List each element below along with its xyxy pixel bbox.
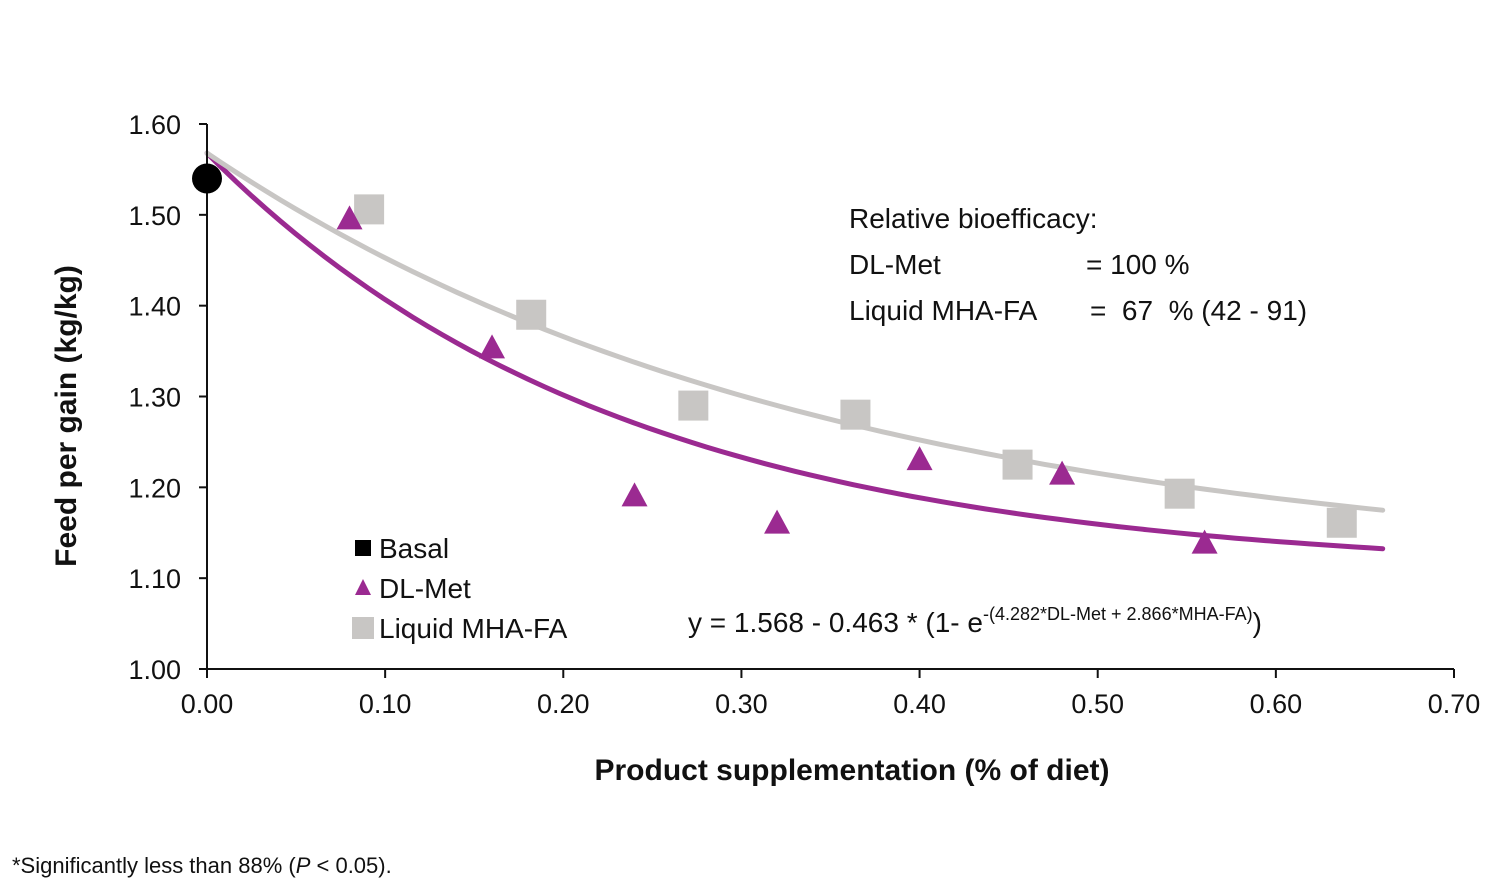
legend-dlmet-marker bbox=[355, 579, 371, 595]
equation-close: ) bbox=[1253, 607, 1262, 638]
dlmet-point bbox=[621, 482, 648, 507]
data-points bbox=[192, 163, 1357, 554]
annotation-title: Relative bioefficacy: bbox=[849, 203, 1098, 234]
dlmet-point bbox=[336, 205, 363, 230]
footnote-italic-p: P bbox=[295, 853, 311, 878]
x-tick-label: 0.50 bbox=[1071, 689, 1124, 719]
mhafa-point bbox=[516, 299, 547, 330]
mhafa-point bbox=[354, 194, 385, 225]
footnote-suffix: < 0.05). bbox=[310, 853, 392, 878]
legend-dlmet-label: DL-Met bbox=[379, 573, 471, 604]
mhafa-point bbox=[1326, 507, 1357, 538]
equation-base: y = 1.568 - 0.463 * (1- e bbox=[688, 607, 983, 638]
regression-equation: y = 1.568 - 0.463 * (1- e-(4.282*DL-Met … bbox=[688, 604, 1262, 638]
dlmet-point bbox=[764, 509, 791, 534]
legend: Basal DL-Met Liquid MHA-FA bbox=[352, 533, 568, 644]
bioefficacy-annotation: Relative bioefficacy: DL-Met = 100 % Liq… bbox=[849, 203, 1307, 326]
equation-exponent: -(4.282*DL-Met + 2.866*MHA-FA) bbox=[983, 604, 1253, 624]
x-tick-label: 0.20 bbox=[537, 689, 590, 719]
annotation-mhafa-value: = 67 % (42 - 91) bbox=[1090, 295, 1307, 326]
x-tick-label: 0.40 bbox=[893, 689, 946, 719]
dlmet-point bbox=[906, 446, 933, 471]
y-tick-label: 1.20 bbox=[128, 473, 181, 503]
axes: 1.00 1.10 1.20 1.30 1.40 1.50 1.60 0.00 0.10 0.20… bbox=[128, 110, 1480, 719]
legend-basal-label: Basal bbox=[379, 533, 449, 564]
x-tick-label: 0.60 bbox=[1250, 689, 1303, 719]
mhafa-point bbox=[840, 399, 871, 430]
legend-basal-marker bbox=[355, 540, 371, 556]
x-axis-title: Product supplementation (% of diet) bbox=[595, 754, 1110, 787]
legend-mhafa-marker bbox=[352, 617, 374, 639]
dlmet-point bbox=[1049, 460, 1076, 485]
annotation-dlmet-label: DL-Met bbox=[849, 249, 941, 280]
y-tick-label: 1.00 bbox=[128, 655, 181, 685]
y-tick-label: 1.10 bbox=[128, 564, 181, 594]
y-tick-label: 1.60 bbox=[128, 110, 181, 140]
y-axis-title: Feed per gain (kg/kg) bbox=[50, 265, 83, 567]
fit-curve-dl-met bbox=[204, 150, 1386, 552]
footnote-prefix: *Significantly less than 88% ( bbox=[12, 853, 296, 878]
footnote: *Significantly less than 88% (P < 0.05). bbox=[12, 853, 392, 879]
x-tick-label: 0.10 bbox=[359, 689, 412, 719]
dlmet-point bbox=[1191, 529, 1218, 554]
x-tick-label: 0.00 bbox=[181, 689, 234, 719]
legend-mhafa-label: Liquid MHA-FA bbox=[379, 613, 568, 644]
mhafa-point bbox=[678, 390, 709, 421]
mhafa-point bbox=[1164, 478, 1195, 509]
chart: 1.00 1.10 1.20 1.30 1.40 1.50 1.60 0.00 0.10 0.20… bbox=[50, 110, 1480, 787]
annotation-dlmet-value: = 100 % bbox=[1086, 249, 1190, 280]
x-tick-label: 0.30 bbox=[715, 689, 768, 719]
y-tick-label: 1.50 bbox=[128, 201, 181, 231]
dlmet-point bbox=[479, 334, 506, 359]
y-tick-label: 1.40 bbox=[128, 292, 181, 322]
basal-point bbox=[192, 163, 222, 194]
mhafa-point bbox=[1002, 449, 1033, 480]
annotation-mhafa-label: Liquid MHA-FA bbox=[849, 295, 1038, 326]
y-tick-label: 1.30 bbox=[128, 383, 181, 413]
x-tick-label: 0.70 bbox=[1428, 689, 1481, 719]
